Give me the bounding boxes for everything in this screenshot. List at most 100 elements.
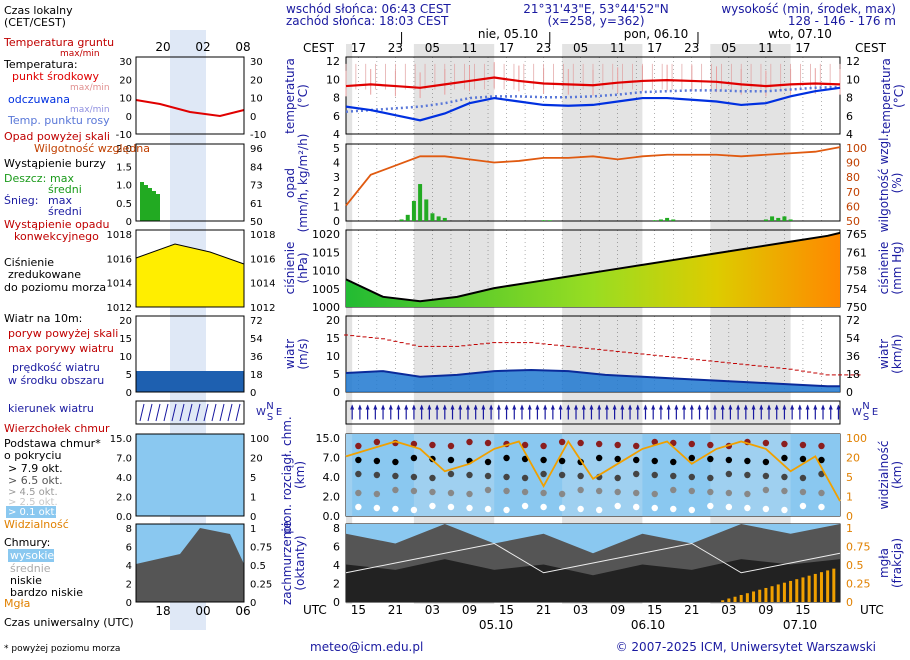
- cloud-base-dot: [633, 489, 640, 497]
- cloud-base-dot: [762, 439, 770, 447]
- cloud-base-dot: [781, 487, 788, 495]
- cloud-base-dot: [651, 504, 658, 512]
- legend-local-time-2: (CET/CEST): [4, 16, 66, 29]
- night-band: [562, 44, 643, 604]
- y-tick-left: 0: [333, 386, 340, 399]
- legend-precip-over: Opad powyżej skali: [4, 130, 110, 143]
- y-tick-left: 15.0: [316, 432, 341, 445]
- y-tick-left: 6: [333, 110, 340, 123]
- legend-very-low: bardzo niskie: [10, 586, 83, 599]
- y-tick-left: 3: [333, 171, 340, 184]
- rain-bar: [788, 219, 793, 221]
- fog-bar: [789, 580, 793, 602]
- legend-ground-temp: Temperatura gruntu: [3, 36, 114, 49]
- wind-arrow-head: [658, 404, 663, 410]
- pressure-axis-label: (hPa): [296, 252, 310, 283]
- mini-y-tick: 1012: [107, 303, 132, 314]
- cloud-base-dot: [392, 458, 399, 466]
- legend-wind-speed-2: w środku obszaru: [8, 374, 104, 387]
- fog-bar: [795, 579, 799, 602]
- wind-arrow-head: [512, 404, 517, 410]
- footer-email[interactable]: meteo@icm.edu.pl: [310, 640, 423, 654]
- wind-arrow-head: [550, 404, 555, 410]
- mini-y-tick-right: 84: [250, 162, 263, 173]
- mini-y-tick: 15.0: [110, 434, 132, 445]
- y-tick-left: 8: [333, 522, 340, 535]
- fog-fraction-line: [345, 542, 841, 574]
- compass-letter: N: [862, 401, 869, 412]
- mini-frame: [135, 433, 245, 517]
- wind-arrow-head: [597, 404, 602, 410]
- wind-arrow-head: [774, 404, 779, 410]
- mini-y-tick: 0.5: [116, 199, 132, 210]
- y-tick-right: 0.25: [846, 578, 871, 591]
- y-tick-right: 54: [846, 332, 860, 345]
- fog-bar: [770, 586, 774, 602]
- y-tick-left: 5: [333, 142, 340, 155]
- wind-arrow-head: [666, 404, 671, 410]
- legend-pressure-2: zredukowane: [8, 268, 81, 281]
- y-tick-right: 5: [846, 471, 853, 484]
- cloud-base-dot: [577, 486, 584, 494]
- legend-cloud-base-2: o pokryciu: [4, 449, 61, 462]
- visibility-axis-label: widzialność: [877, 441, 891, 510]
- cloud-base-dot: [484, 505, 492, 513]
- pressure-area: [346, 232, 840, 307]
- mini-wind-arrow: [203, 403, 209, 422]
- legend-gust-over: poryw powyżej skali: [8, 327, 118, 340]
- night-band: [346, 44, 353, 604]
- legend-snow: Śnieg:: [4, 194, 38, 207]
- rain-bar: [418, 184, 423, 221]
- mini-cover-area: [136, 528, 244, 602]
- pressure-axis-label-right: ciśnienie: [877, 242, 891, 295]
- cloud-base-dot: [781, 506, 788, 514]
- top-tick: 11: [758, 41, 773, 55]
- mini-top-tick: 20: [155, 40, 170, 54]
- mini-y-tick-right: 1014: [250, 279, 275, 290]
- mini-y-tick: 5: [126, 370, 132, 381]
- top-unit-label: CEST: [303, 41, 335, 55]
- mini-frame: [135, 400, 245, 425]
- y-tick-left: 10: [326, 73, 340, 86]
- fog-bar: [826, 570, 830, 602]
- mini-y-tick-right: 5: [250, 473, 256, 484]
- cloud-base-dot: [484, 486, 492, 494]
- mini-rain-bar: [144, 185, 148, 221]
- cloud-base-dot: [540, 489, 547, 497]
- legend-okt-2: > 6.5 okt.: [8, 474, 63, 487]
- cloud-base-dot: [762, 486, 770, 494]
- rain-bar: [776, 217, 781, 221]
- legend-maxmin: max/min: [70, 83, 110, 93]
- panel-frame-precip: [345, 143, 841, 222]
- cloud-base-dot: [725, 470, 733, 478]
- y-tick-left: 7.0: [323, 452, 341, 465]
- wind-arrow-head: [589, 404, 594, 410]
- top-tick: 11: [610, 41, 625, 55]
- y-tick-left: 12: [326, 55, 340, 68]
- y-tick-right: 750: [846, 301, 867, 314]
- wind-arrow-head: [620, 404, 625, 410]
- mini-y-tick-right: 54: [250, 334, 263, 345]
- legend-pressure-3: do poziomu morza: [4, 281, 106, 294]
- elevation-title: wysokość (min, środek, max): [721, 2, 896, 16]
- wind-arrow-head: [489, 404, 494, 410]
- cloud-base-dot: [781, 440, 788, 448]
- cloud-base-dot: [781, 454, 788, 462]
- legend-mid: średnie: [10, 562, 51, 575]
- cover-axis-label: zachmurzenie: [280, 521, 294, 605]
- legend-fog: Mgła: [4, 597, 30, 610]
- cloud-base-dot: [503, 454, 510, 462]
- cloud-base-dot: [410, 440, 418, 448]
- mini-pressure-area: [135, 243, 245, 308]
- legend-rain-avg: średni: [48, 183, 82, 196]
- y-tick-right: 6: [846, 110, 853, 123]
- wind-arrow-head: [566, 404, 571, 410]
- cloud-base-dot: [614, 455, 621, 463]
- wind-arrow-head: [411, 404, 416, 410]
- y-tick-left: 1: [333, 200, 340, 213]
- mini-y-tick-right: 96: [250, 144, 263, 155]
- wind-arrow-head: [465, 404, 470, 410]
- wind-arrow-head: [504, 404, 509, 410]
- visibility-line: [345, 439, 841, 502]
- bottom-tick: 09: [462, 603, 477, 617]
